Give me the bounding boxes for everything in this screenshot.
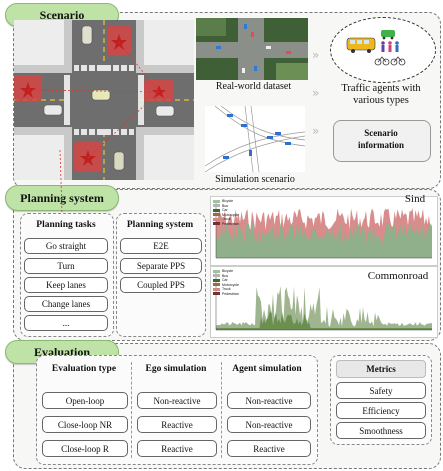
legend-swatch (213, 278, 220, 282)
legend-label: Bicycle (222, 199, 234, 203)
task-turn: Turn (24, 258, 108, 274)
column-divider (131, 362, 132, 458)
legend-swatch (213, 199, 220, 203)
legend-entry: Bicycle (213, 269, 239, 274)
legend-entry: Truck (213, 287, 239, 292)
legend-swatch (213, 283, 220, 287)
legend-swatch (213, 208, 220, 212)
commonroad-area-bus (216, 311, 432, 330)
traffic-agents-caption: Traffic agents with various types (341, 83, 421, 106)
row-1-evaluation-type: Close-loop NR (42, 416, 128, 433)
row-0-agent-simulation: Non-reactive (227, 392, 311, 409)
legend-entry: Bus (213, 274, 239, 279)
commonroad-area-car (216, 286, 432, 330)
legend-label: Car (222, 278, 228, 282)
system-coupled-pps: Coupled PPS (120, 277, 202, 293)
legend-swatch (213, 292, 220, 296)
legend-label: Bus (222, 273, 229, 278)
column-divider (221, 362, 222, 458)
legend-swatch (213, 213, 220, 217)
row-2-agent-simulation: Reactive (227, 440, 311, 457)
legend-label: Motorcycle (222, 212, 239, 217)
legend-label: Pedestrian (222, 291, 239, 296)
system-separate-pps: Separate PPS (120, 258, 202, 274)
intersection-illustration (14, 20, 194, 180)
col-header-evaluation-type: Evaluation type (51, 364, 117, 374)
chevron-right-icon: » (312, 86, 320, 100)
task-go-straight: Go straight (24, 238, 108, 254)
legend-entry: Motorcycle (213, 213, 239, 218)
row-1-agent-simulation: Non-reactive (227, 416, 311, 433)
legend-entry: Pedestrian (213, 222, 239, 227)
legend-entry: Bicycle (213, 199, 239, 204)
planning-system-panel (116, 213, 206, 337)
metric-safety: Safety (336, 382, 426, 399)
sind-chart-plot (215, 200, 432, 259)
legend-entry: Car (213, 278, 239, 283)
legend-swatch (213, 274, 220, 278)
metric-smoothness: Smoothness (336, 422, 426, 439)
legend-entry: Car (213, 208, 239, 213)
legend-entry: Motorcycle (213, 283, 239, 288)
commonroad-title: Commonroad (367, 270, 429, 282)
simulation-scenario-caption: Simulation scenario (215, 174, 295, 185)
task-more: ... (24, 315, 108, 331)
legend-entry: Bus (213, 204, 239, 209)
metric-efficiency: Efficiency (336, 402, 426, 419)
legend-label: Bus (222, 203, 229, 208)
legend-label: Motorcycle (222, 282, 239, 287)
traffic-agents-icons (346, 30, 406, 66)
legend-swatch (213, 269, 220, 273)
row-1-ego-simulation: Reactive (137, 416, 217, 433)
real-world-dataset-caption: Real-world dataset (215, 81, 292, 92)
legend-swatch (213, 287, 220, 291)
legend-entry: Pedestrian (213, 292, 239, 297)
legend-entry: Truck (213, 217, 239, 222)
legend-label: Truck (222, 287, 231, 291)
simulation-scenario-image (205, 106, 305, 172)
system-e2e: E2E (120, 238, 202, 254)
legend-swatch (213, 204, 220, 208)
metrics-header: Metrics (336, 360, 426, 378)
task-change-lanes: Change lanes (24, 296, 108, 312)
planning-tasks-header: Planning tasks (36, 220, 96, 230)
legend-label: Bicycle (222, 269, 234, 273)
sind-title: Sind (404, 193, 426, 205)
task-keep-lanes: Keep lanes (24, 277, 108, 293)
legend-label: Car (222, 208, 228, 212)
planning-system-header: Planning system (126, 220, 194, 230)
row-2-evaluation-type: Close-loop R (42, 440, 128, 457)
scenario-info-label: Scenario information (358, 128, 404, 150)
row-2-ego-simulation: Reactive (137, 440, 217, 457)
sind-legend: Bicycle Bus Car Motorcycle Truck Pedestrian (213, 199, 239, 226)
chevron-right-icon: » (312, 48, 320, 62)
col-header-ego-simulation: Ego simulation (145, 364, 207, 374)
legend-swatch (213, 222, 220, 226)
legend-label: Truck (222, 217, 231, 221)
legend-swatch (213, 217, 220, 221)
chevron-right-icon: » (312, 124, 320, 138)
sind-area-car (216, 222, 432, 258)
row-0-ego-simulation: Non-reactive (137, 392, 217, 409)
real-world-dataset-image (196, 18, 308, 80)
legend-label: Pedestrian (222, 221, 239, 226)
col-header-agent-simulation: Agent simulation (232, 364, 302, 374)
commonroad-legend: Bicycle Bus Car Motorcycle Truck Pedestrian (213, 269, 239, 296)
row-0-evaluation-type: Open-loop (42, 392, 128, 409)
scenario-info-box (333, 120, 431, 162)
